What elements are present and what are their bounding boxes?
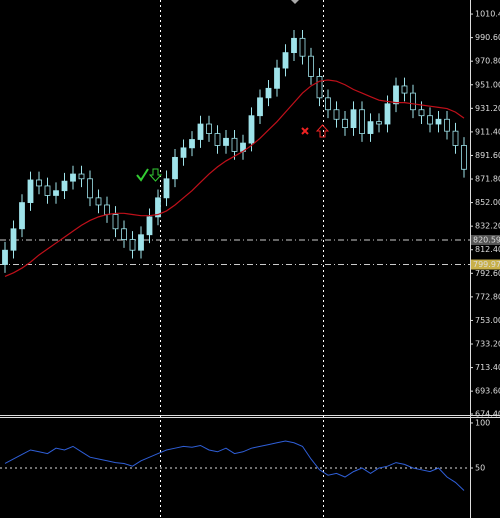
y-tick-label: 693.60	[475, 387, 500, 396]
candle-body	[435, 118, 442, 125]
candle-body	[214, 133, 221, 146]
candle-body	[129, 239, 136, 251]
candle-body	[87, 178, 93, 199]
level-label: 799.97	[473, 260, 500, 269]
y-tick-label: 753.00	[475, 316, 500, 325]
candle-body	[189, 139, 195, 149]
candle-body	[95, 197, 102, 206]
y-tick-label: 852.00	[475, 198, 500, 207]
y-tick-label: 674.40	[475, 410, 500, 419]
candle-body	[274, 67, 280, 89]
y-tick-label: 970.80	[475, 57, 500, 66]
candle-body	[104, 204, 110, 215]
candle-body	[418, 109, 425, 117]
candle-body	[359, 109, 365, 134]
candle-body	[299, 37, 306, 57]
candle-body	[10, 228, 17, 251]
level-label-box	[471, 234, 500, 245]
candle-body	[146, 216, 153, 236]
candle-body	[112, 214, 119, 230]
y-tick-label: 931.20	[475, 104, 500, 113]
y-tick-label: 891.60	[475, 151, 500, 160]
sell-arrow-icon	[315, 124, 330, 138]
candle-body	[155, 197, 161, 218]
buy-check-icon	[136, 168, 149, 182]
indicator-line	[4, 440, 465, 491]
candle-body	[78, 173, 85, 180]
y-tick-label: 772.80	[475, 292, 500, 301]
y-tick-label: 951.00	[475, 80, 500, 89]
candle-body	[121, 228, 127, 240]
candle-body	[223, 137, 229, 146]
candle-body	[333, 109, 340, 120]
candle-body	[36, 179, 42, 187]
candle-body	[308, 55, 314, 77]
candle-body	[342, 118, 348, 129]
level-label: 820.59	[473, 235, 500, 244]
y-tick-label: 812.40	[475, 245, 500, 254]
y-tick-label: 911.40	[475, 127, 500, 136]
y-tick-label: 871.80	[475, 175, 500, 184]
candle-body	[427, 115, 433, 125]
y-tick-label: 990.60	[475, 33, 500, 42]
y-tick-label: 832.20	[475, 222, 500, 231]
y-tick-label: 733.20	[475, 340, 500, 349]
candle-body	[350, 109, 357, 129]
candle-body	[367, 121, 374, 134]
candle-body	[180, 147, 187, 158]
scroll-marker	[291, 0, 299, 4]
candle-body	[206, 123, 212, 134]
candle-body	[172, 156, 178, 180]
y-tick-label: 50	[475, 464, 485, 473]
candle-body	[325, 97, 331, 111]
candle-body	[44, 185, 51, 196]
candle-body	[282, 52, 289, 69]
y-tick-label: 713.40	[475, 363, 500, 372]
candle-body	[138, 234, 144, 251]
sell-cross-icon	[301, 127, 309, 135]
candle-body	[401, 85, 408, 94]
candle-body	[444, 118, 450, 132]
candle-body	[248, 115, 255, 144]
candle-body	[452, 130, 459, 146]
candle-body	[376, 121, 382, 125]
moving-average-line	[4, 79, 465, 277]
candle-body	[461, 145, 467, 170]
y-tick-label: 1010.40	[475, 10, 500, 19]
y-tick-label: 792.60	[475, 269, 500, 278]
candle-body	[53, 190, 59, 196]
level-label-box	[471, 259, 500, 270]
candle-body	[265, 87, 272, 99]
candle-body	[393, 85, 399, 105]
candle-body	[197, 123, 204, 140]
candle-body	[410, 92, 416, 111]
candle-body	[27, 179, 34, 203]
candle-body	[231, 137, 238, 152]
candle-body	[19, 202, 25, 230]
candle-body	[384, 103, 391, 125]
plot-layer: 1010.40 990.60 970.80 951.00 931.20 911.40 891…	[0, 10, 500, 491]
buy-arrow-icon	[148, 168, 163, 182]
candle-body	[163, 178, 170, 199]
candle-body	[291, 37, 297, 54]
candle-body	[61, 180, 68, 192]
candle-body	[70, 173, 76, 182]
candle-body	[2, 249, 8, 265]
candle-body	[316, 76, 323, 99]
candle-body	[257, 97, 263, 117]
y-tick-label: 100	[475, 418, 490, 427]
